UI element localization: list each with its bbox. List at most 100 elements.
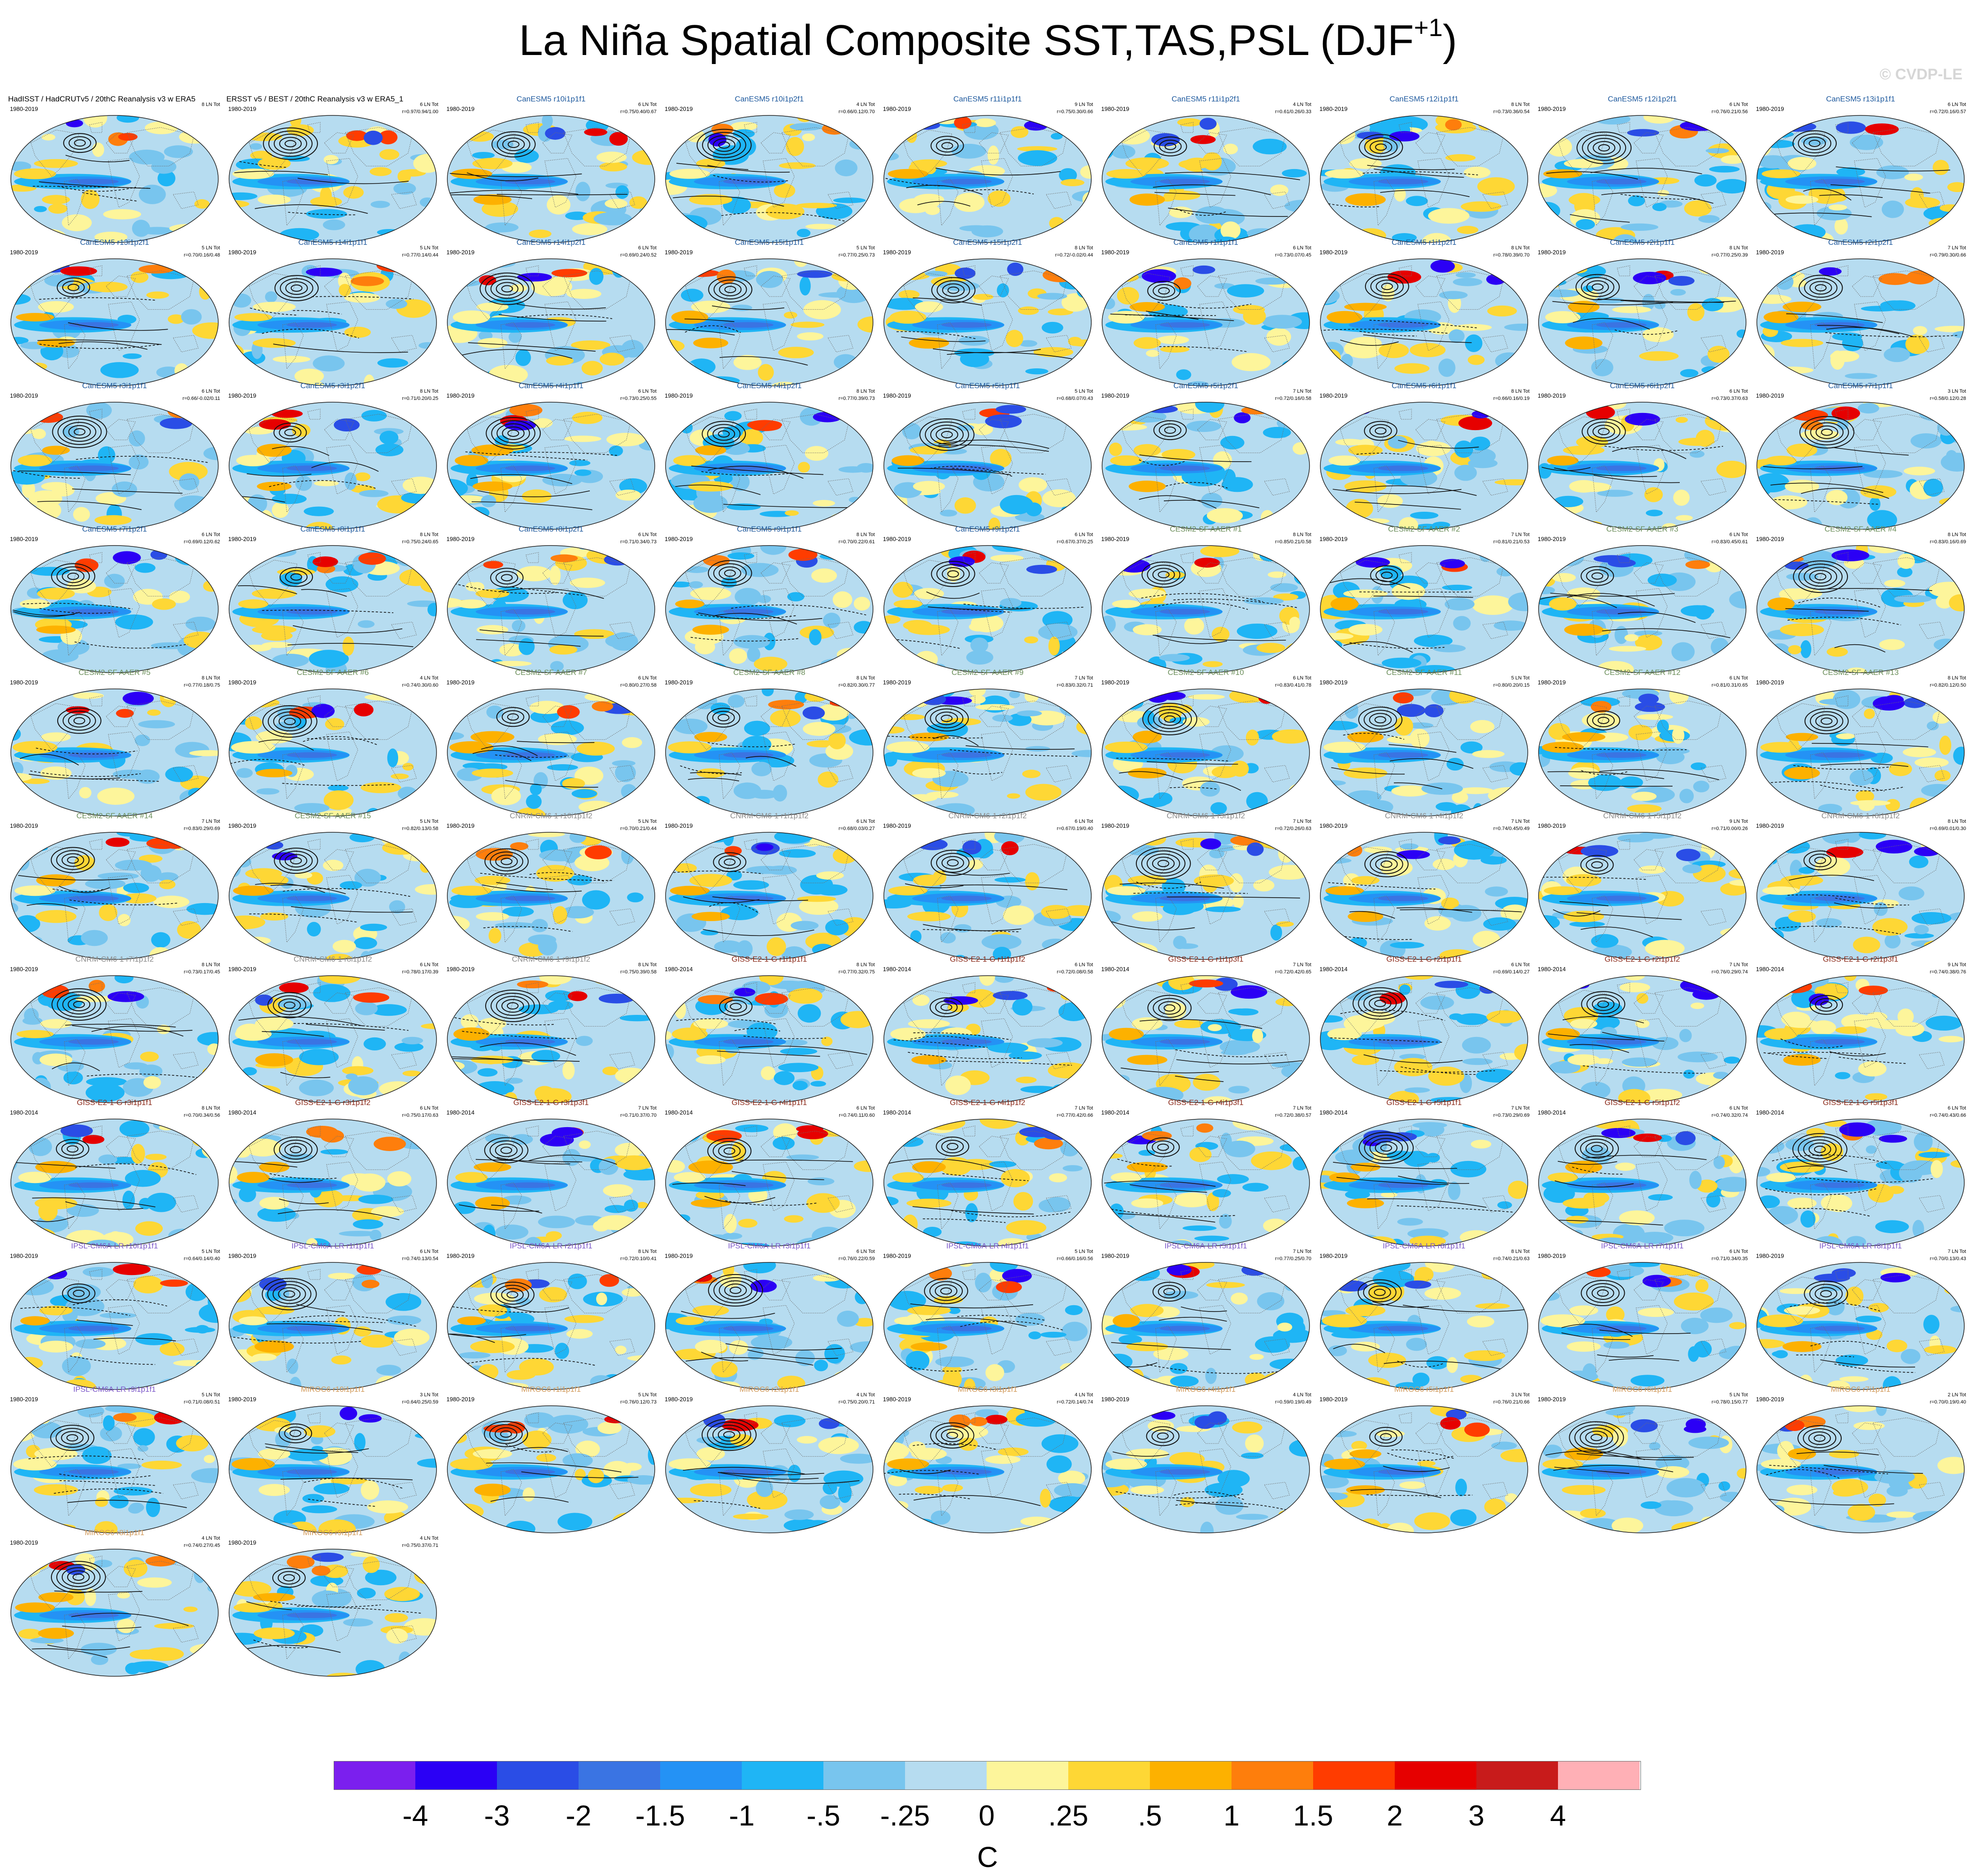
anomaly-patch (184, 1327, 216, 1333)
psl-contour (1147, 761, 1238, 765)
psl-contour (930, 466, 1014, 477)
anomaly-patch (99, 904, 118, 921)
anomaly-patch (11, 1078, 28, 1095)
map-border (883, 545, 1092, 673)
anomaly-patch (1696, 430, 1715, 447)
warm-anomaly (1543, 169, 1583, 179)
anomaly-patch (1702, 298, 1723, 312)
continent-outline (744, 695, 757, 706)
anomaly-patch (954, 497, 976, 514)
panel-period: 1980-2014 (883, 1109, 911, 1116)
continent-outline (307, 265, 321, 276)
anomaly-patch (836, 648, 863, 661)
psl-contour (688, 778, 740, 781)
high-latitude-anomaly (750, 1280, 777, 1293)
high-latitude-anomaly (1147, 691, 1169, 703)
composite-map (665, 258, 873, 386)
panel-period: 1980-2019 (1101, 105, 1130, 112)
high-latitude-anomaly (1356, 557, 1390, 568)
panel-correlations: r=0.78/0.17/0.39 (402, 969, 438, 975)
anomaly-patch (584, 692, 616, 702)
high-latitude-anomaly (1914, 847, 1940, 857)
panel-event-count: 7 LN Tot (1511, 532, 1530, 537)
anomaly-patch (236, 768, 253, 778)
high-latitude-anomaly (1440, 559, 1465, 569)
anomaly-patch (1102, 266, 1115, 285)
panel-title: CanESM5 r7i1p1f1 (1828, 381, 1893, 390)
continent-outline (501, 752, 522, 800)
anomaly-patch (181, 309, 202, 325)
continent-outline (1810, 465, 1832, 513)
anomaly-patch (1282, 169, 1307, 178)
anomaly-patch (1543, 289, 1580, 298)
anomaly-patch (260, 547, 297, 557)
warm-anomaly (1128, 481, 1166, 492)
warm-anomaly (38, 301, 74, 313)
continent-outline (1919, 335, 1945, 353)
anomaly-patch (458, 1352, 491, 1359)
high-latitude-anomaly (377, 259, 414, 272)
anomaly-patch (1038, 624, 1078, 641)
psl-contour (1770, 482, 1884, 493)
psl-contour (698, 612, 823, 621)
map-border (229, 402, 437, 530)
anomaly-patch (530, 783, 542, 795)
psl-contour (933, 735, 979, 746)
psl-contour (1141, 561, 1186, 588)
psl-contour (465, 451, 588, 461)
anomaly-patch (1070, 556, 1091, 562)
psl-contour (1820, 588, 1932, 591)
map-border (665, 115, 873, 243)
map-panel: CanESM5 r6i1p1f1 1980-2019 8 LN Tot r=0.66/… (1315, 381, 1533, 533)
anomaly-patch (817, 704, 850, 721)
warm-anomaly (907, 911, 951, 922)
warm-anomaly (42, 445, 70, 455)
warm-anomaly (1350, 1162, 1381, 1172)
anomaly-patch (65, 1297, 105, 1316)
panel-event-count: 7 LN Tot (1948, 245, 1966, 251)
psl-contour (938, 440, 1049, 449)
anomaly-patch (1876, 165, 1909, 179)
panel-period: 1980-2019 (1101, 536, 1130, 542)
map-border (1320, 688, 1528, 816)
high-latitude-anomaly (609, 132, 628, 146)
anomaly-patch (785, 510, 799, 516)
panel-event-count: 5 LN Tot (420, 245, 438, 251)
anomaly-patch (360, 782, 401, 794)
high-latitude-anomaly (917, 839, 948, 850)
high-latitude-anomaly (1356, 132, 1384, 140)
anomaly-patch (1850, 134, 1884, 150)
anomaly-patch (542, 115, 553, 128)
anomaly-patch (1539, 916, 1560, 929)
warm-anomaly (1133, 444, 1161, 457)
psl-contour (717, 714, 730, 721)
continent-outline (1398, 552, 1412, 563)
anomaly-patch (797, 1004, 821, 1023)
anomaly-patch (1512, 117, 1526, 133)
cold-tongue (1814, 752, 1865, 758)
psl-contour (269, 480, 376, 489)
psl-contour (491, 420, 536, 446)
warm-anomaly (694, 732, 727, 743)
panel-title: CNRM-CM6-1 r3i1p1f2 (1167, 812, 1245, 820)
continent-outline (282, 465, 304, 513)
psl-contour (1153, 709, 1187, 729)
anomaly-patch (515, 349, 531, 366)
anomaly-patch (1201, 492, 1222, 509)
panel-correlations: r=0.68/0.07/0.43 (1057, 396, 1093, 401)
anomaly-patch (1800, 640, 1811, 658)
high-latitude-anomaly (1831, 549, 1870, 561)
anomaly-patch (1446, 757, 1464, 771)
high-latitude-anomaly (361, 1280, 380, 1289)
warm-anomaly (1562, 1197, 1605, 1209)
continent-outline (64, 322, 86, 370)
continent-outline (1617, 552, 1630, 563)
map-panel: GISS-E2-1-G r4i1p1f1 1980-2014 6 LN Tot r=0… (660, 1098, 878, 1250)
anomaly-patch (974, 118, 996, 128)
psl-contour (1327, 578, 1411, 589)
anomaly-patch (139, 227, 175, 235)
psl-contour (507, 141, 519, 148)
composite-map (1538, 402, 1746, 530)
psl-contour (449, 190, 579, 195)
panel-title: CESM2-SF AAER #6 (297, 668, 369, 677)
